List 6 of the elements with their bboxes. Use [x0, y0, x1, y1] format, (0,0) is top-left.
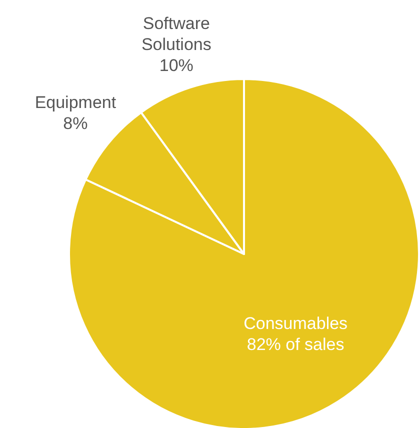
slice-label: Consumables: [244, 314, 348, 334]
data-label: 82% of sales: [246, 335, 344, 354]
data-label: 8%: [63, 114, 88, 134]
slice-label: Software Solutions: [141, 14, 212, 54]
data-label: 10%: [159, 56, 194, 76]
slice-label: Equipment: [34, 94, 116, 113]
